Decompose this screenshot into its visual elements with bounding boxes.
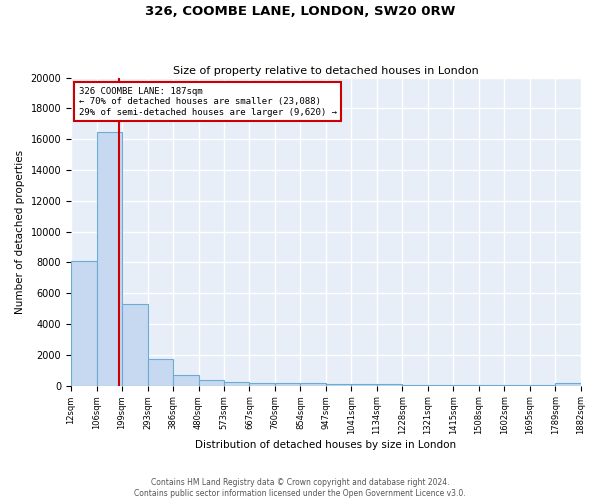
Bar xyxy=(224,382,250,386)
Bar xyxy=(301,384,326,386)
X-axis label: Distribution of detached houses by size in London: Distribution of detached houses by size … xyxy=(195,440,457,450)
Bar xyxy=(377,384,403,386)
Bar xyxy=(199,380,224,386)
Title: Size of property relative to detached houses in London: Size of property relative to detached ho… xyxy=(173,66,479,76)
Bar xyxy=(428,384,453,386)
Text: 326, COOMBE LANE, LONDON, SW20 0RW: 326, COOMBE LANE, LONDON, SW20 0RW xyxy=(145,5,455,18)
Bar xyxy=(530,385,555,386)
Bar xyxy=(148,360,173,386)
Bar xyxy=(122,304,148,386)
Bar xyxy=(173,375,199,386)
Bar xyxy=(352,384,377,386)
Bar xyxy=(326,384,352,386)
Bar xyxy=(403,384,428,386)
Bar xyxy=(479,385,504,386)
Bar xyxy=(275,384,301,386)
Text: Contains HM Land Registry data © Crown copyright and database right 2024.
Contai: Contains HM Land Registry data © Crown c… xyxy=(134,478,466,498)
Y-axis label: Number of detached properties: Number of detached properties xyxy=(15,150,25,314)
Bar xyxy=(555,384,581,386)
Bar xyxy=(504,385,530,386)
Bar xyxy=(97,132,122,386)
Bar xyxy=(453,385,479,386)
Bar xyxy=(250,383,275,386)
Bar xyxy=(71,261,97,386)
Text: 326 COOMBE LANE: 187sqm
← 70% of detached houses are smaller (23,088)
29% of sem: 326 COOMBE LANE: 187sqm ← 70% of detache… xyxy=(79,87,337,117)
